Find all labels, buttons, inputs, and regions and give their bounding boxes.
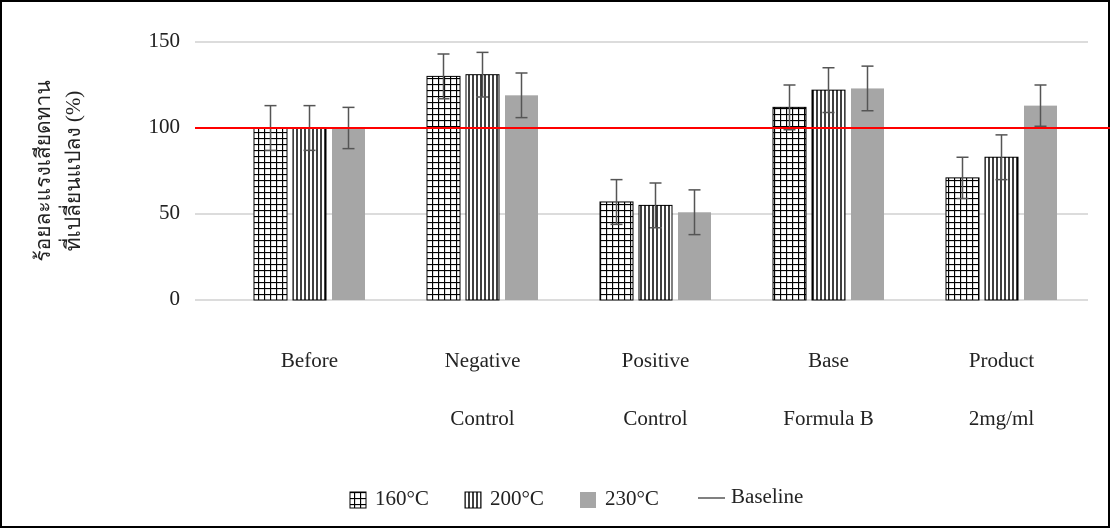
legend-label: 160°C bbox=[375, 486, 429, 510]
x-tick-label: Product bbox=[969, 348, 1034, 372]
legend-label: 230°C bbox=[605, 486, 659, 510]
bar bbox=[812, 90, 845, 300]
bar bbox=[332, 128, 365, 300]
bar bbox=[505, 95, 538, 300]
chart: 0 50 100 150 ร้อยละแรงเสียดทานที่เปลี่ยนแปลง… bbox=[0, 0, 1110, 528]
legend-swatch bbox=[465, 492, 481, 508]
x-tick-label: Control bbox=[450, 406, 514, 430]
bar bbox=[427, 76, 460, 300]
legend-swatch bbox=[580, 492, 596, 508]
frame bbox=[1, 1, 1109, 527]
bar bbox=[1024, 106, 1057, 300]
legend-label: 200°C bbox=[490, 486, 544, 510]
bar bbox=[466, 75, 499, 300]
y-tick-label: 150 bbox=[149, 28, 181, 52]
x-tick-label: Base bbox=[808, 348, 849, 372]
bar bbox=[293, 128, 326, 300]
x-tick-label: Positive bbox=[622, 348, 690, 372]
x-tick-label: Formula B bbox=[783, 406, 873, 430]
bar bbox=[851, 88, 884, 300]
legend-label: Baseline bbox=[731, 484, 803, 508]
y-tick-label: 50 bbox=[159, 200, 180, 224]
x-tick-label: 2mg/ml bbox=[969, 406, 1035, 430]
y-tick-label: 0 bbox=[170, 286, 181, 310]
x-tick-label: Before bbox=[281, 348, 338, 372]
x-tick-label: Control bbox=[623, 406, 687, 430]
y-axis-label: ที่เปลี่ยนแปลง (%) bbox=[58, 91, 85, 252]
y-axis-label: ร้อยละแรงเสียดทาน bbox=[31, 80, 55, 261]
bar bbox=[254, 128, 287, 300]
bar bbox=[773, 107, 806, 300]
y-tick-label: 100 bbox=[149, 114, 181, 138]
x-tick-label: Negative bbox=[445, 348, 521, 372]
legend-swatch bbox=[350, 492, 366, 508]
